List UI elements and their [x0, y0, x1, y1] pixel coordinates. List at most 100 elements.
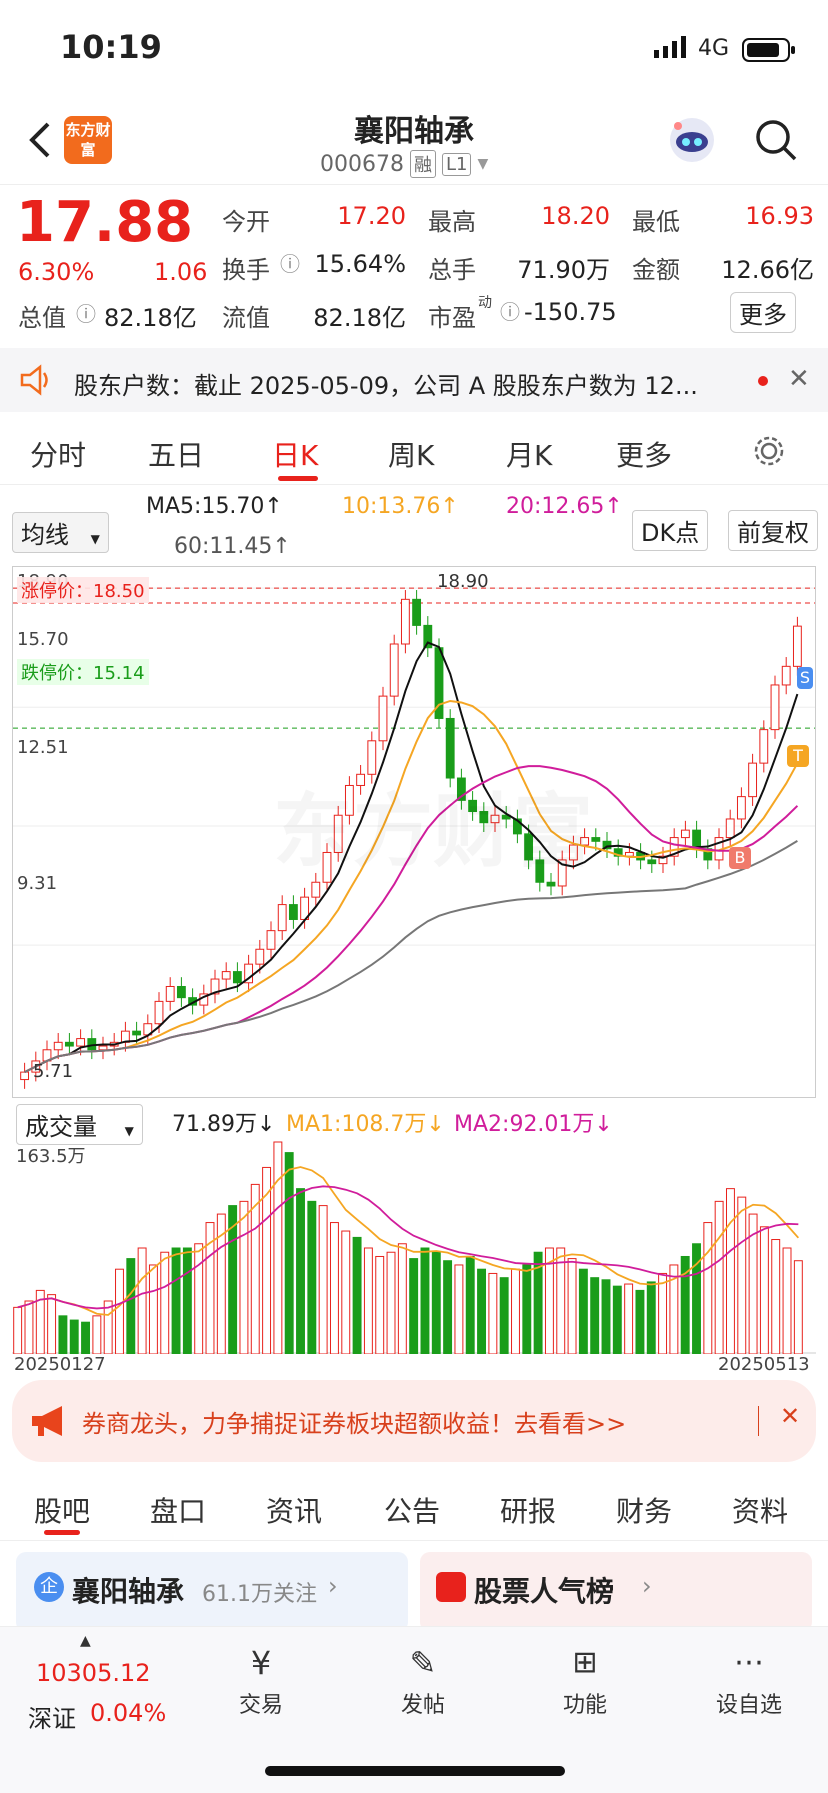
volume-max-label: 163.5万	[16, 1146, 86, 1167]
volume-bar	[171, 1247, 181, 1354]
volume-bar	[567, 1258, 577, 1354]
volume-bar	[556, 1247, 566, 1354]
promo-banner[interactable]: 券商龙头，力争捕捉证券板块超额收益！去看看>> ✕	[12, 1380, 816, 1462]
tab-finance[interactable]: 财务	[616, 1495, 673, 1528]
grid-icon: ⊞	[572, 1645, 598, 1680]
low-annotation: 5.71	[33, 1061, 74, 1082]
more-button[interactable]: 更多	[730, 292, 796, 333]
ma-select[interactable]: 均线 ▼	[12, 512, 109, 553]
speaker-icon	[18, 364, 52, 400]
pe-info-icon[interactable]: ⓘ	[500, 300, 520, 324]
chevron-down-icon: ▼	[477, 156, 489, 172]
candle	[20, 1071, 30, 1081]
tab-announcement[interactable]: 公告	[384, 1495, 441, 1528]
stock-code: 000678	[320, 151, 404, 177]
tab-more[interactable]: 更多	[616, 439, 673, 472]
tab-forum[interactable]: 股吧	[34, 1495, 91, 1528]
volume-bar	[329, 1222, 339, 1354]
candle	[792, 625, 802, 667]
volume-bar	[239, 1200, 249, 1354]
candle	[232, 971, 242, 984]
unread-dot	[758, 376, 768, 386]
low-label: 最低	[632, 208, 680, 236]
tab-five-day[interactable]: 五日	[148, 439, 205, 472]
gear-icon[interactable]	[752, 434, 786, 472]
candle	[176, 985, 186, 999]
turnover-info-icon[interactable]: ⓘ	[280, 252, 300, 276]
tab-daily-k[interactable]: 日K	[272, 439, 319, 472]
search-icon[interactable]	[754, 118, 798, 166]
pe-label: 市盈	[428, 304, 476, 332]
volume-bar	[443, 1260, 453, 1354]
index-pct: 0.04%	[90, 1699, 167, 1727]
candle	[165, 985, 175, 1002]
notice-bar[interactable]: 股东户数：截止 2025-05-09，公司 A 股股东户数为 12... ✕	[0, 348, 828, 412]
close-icon[interactable]: ✕	[788, 364, 810, 394]
volume-label: 总手	[428, 256, 476, 284]
popularity-card[interactable]: 股票人气榜 ›	[420, 1552, 812, 1632]
candle	[591, 837, 601, 842]
collapse-icon[interactable]: ▲	[80, 1633, 91, 1649]
sell-marker[interactable]: S	[797, 667, 813, 689]
tab-weekly-k[interactable]: 周K	[388, 439, 435, 472]
ma60-legend: 60:11.45↑	[174, 534, 291, 559]
battery-icon	[742, 38, 798, 66]
total-value: 82.18亿	[104, 304, 197, 332]
candle	[210, 978, 220, 995]
more-dots-icon: ⋯	[734, 1645, 764, 1680]
robot-assistant-icon[interactable]	[668, 116, 716, 168]
home-indicator	[265, 1766, 565, 1776]
company-icon: 企	[34, 1572, 64, 1602]
buy-marker[interactable]: B	[729, 847, 751, 869]
candle	[647, 859, 657, 865]
banner-divider	[758, 1406, 759, 1436]
kline-chart[interactable]: 东方财富 18.90 涨停价：18.50 15.70 跌停价：15.14 12.…	[12, 566, 816, 1098]
pe-sup: 动	[478, 295, 492, 311]
ma10-legend: 10:13.76↑	[342, 494, 459, 519]
volume-chart[interactable]: 163.5万	[12, 1132, 816, 1354]
tab-profile[interactable]: 资料	[732, 1495, 789, 1528]
volume-value: 71.90万	[517, 256, 610, 284]
tab-monthly-k[interactable]: 月K	[506, 439, 553, 472]
info-icon[interactable]: ⓘ	[76, 302, 96, 326]
volume-bar	[182, 1247, 192, 1354]
stock-code-row[interactable]: 000678 融 L1 ▼	[320, 150, 488, 178]
y-tick-2: 15.70	[17, 629, 69, 650]
volume-bar	[782, 1247, 792, 1354]
dk-point-button[interactable]: DK点	[632, 510, 709, 551]
volume-legend: 71.89万↓	[172, 1112, 276, 1137]
banner-close-icon[interactable]: ✕	[780, 1402, 801, 1430]
stock-forum-card[interactable]: 企 襄阳轴承 61.1万关注 ›	[16, 1552, 408, 1632]
trade-button[interactable]: ¥ 交易	[226, 1643, 296, 1719]
volume-bar	[148, 1264, 158, 1354]
tab-news[interactable]: 资讯	[266, 1495, 323, 1528]
volume-bar	[669, 1264, 679, 1354]
add-watchlist-button[interactable]: ⋯ 设自选	[704, 1643, 794, 1719]
volume-select[interactable]: 成交量 ▼	[16, 1104, 143, 1145]
volume-bar	[624, 1283, 634, 1354]
limit-up-label: 涨停价：18.50	[17, 577, 149, 603]
post-button[interactable]: ✎ 发帖	[388, 1643, 458, 1719]
adjust-button[interactable]: 前复权	[728, 510, 818, 551]
volume-bar	[386, 1251, 396, 1354]
tab-intraday[interactable]: 分时	[30, 439, 87, 472]
pe-value: -150.75	[524, 298, 617, 326]
active-tab-underline	[278, 476, 318, 481]
volume-bar	[454, 1264, 464, 1354]
function-button[interactable]: ⊞ 功能	[550, 1643, 620, 1719]
status-time: 10:19	[60, 28, 162, 66]
margin-tag: 融	[409, 150, 436, 178]
popularity-title: 股票人气榜	[474, 1575, 615, 1608]
back-icon[interactable]	[26, 118, 54, 166]
change-pct: 6.30%	[18, 258, 95, 286]
candle	[64, 1041, 74, 1047]
tab-research[interactable]: 研报	[500, 1495, 557, 1528]
volume-bar	[635, 1289, 645, 1354]
candle	[400, 598, 410, 645]
candle	[658, 855, 668, 865]
tab-order-book[interactable]: 盘口	[150, 1495, 207, 1528]
t-marker[interactable]: T	[787, 745, 809, 767]
volume-bar	[714, 1200, 724, 1354]
turnover-value: 15.64%	[314, 250, 406, 278]
volume-bar	[488, 1272, 498, 1354]
